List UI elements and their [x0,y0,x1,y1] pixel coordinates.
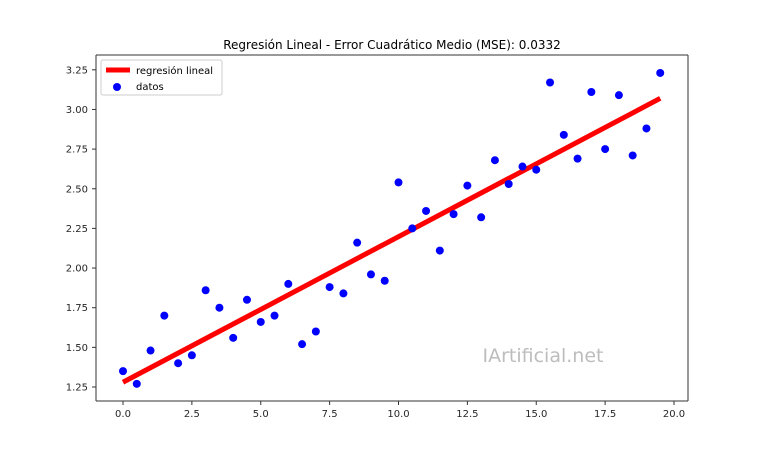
legend: regresión lineal datos [100,59,223,96]
legend-dot-swatch-icon [113,83,121,91]
data-point [601,145,610,154]
data-point [242,295,251,304]
x-tick-label: 20.0 [663,409,685,420]
x-tick-label: 12.5 [456,409,478,420]
data-point [353,238,362,247]
data-point [449,210,458,219]
data-point [339,289,348,298]
data-point [298,340,307,349]
series-layer [119,68,665,388]
chart-title: Regresión Lineal - Error Cuadrático Medi… [223,38,561,52]
y-tick-label: 2.50 [66,184,88,195]
data-point [532,165,541,174]
data-point [284,279,293,288]
data-point [187,351,196,360]
x-tick-label: 2.5 [184,409,200,420]
x-tick-label: 10.0 [387,409,409,420]
data-point [587,88,596,97]
legend-box [100,59,223,96]
data-point [132,379,141,388]
data-point [160,311,169,320]
data-point [490,156,499,165]
x-tick-label: 5.0 [253,409,269,420]
data-point [394,178,403,187]
x-tick-label: 7.5 [322,409,338,420]
data-point [146,346,155,355]
data-point [408,224,417,233]
y-axis: 1.25 1.50 1.75 2.00 2.25 2.50 2.75 3.00 3.25 [66,65,96,394]
data-point [215,303,224,312]
data-point [201,286,210,295]
data-point [546,78,555,87]
regression-line [121,96,662,385]
axes-spines [95,54,689,402]
legend-label-data: datos [136,82,164,93]
data-point [642,124,651,133]
data-point [380,276,389,285]
data-point [229,333,238,342]
y-tick-label: 3.25 [66,65,88,76]
y-tick-label: 1.25 [66,383,88,394]
legend-label-regression: regresión lineal [136,65,213,77]
data-point [422,206,431,215]
y-tick-label: 2.75 [66,145,88,156]
data-point [463,181,472,190]
y-tick-label: 3.00 [66,105,88,116]
data-point [573,154,582,163]
data-point [518,162,527,171]
data-point [256,317,265,326]
data-point [174,359,183,368]
x-tick-label: 15.0 [525,409,547,420]
data-point [656,68,665,77]
data-point [504,179,513,188]
data-point [270,311,279,320]
y-tick-label: 2.25 [66,224,88,235]
y-tick-label: 2.00 [66,264,88,275]
data-point [628,151,637,160]
y-tick-label: 1.75 [66,303,88,314]
data-point [614,91,623,100]
data-point [325,283,334,292]
data-point [435,246,444,255]
data-point [119,367,127,376]
x-axis: 0.0 2.5 5.0 7.5 10.0 12.5 15.0 17.5 20.0 [115,401,685,420]
data-point [311,327,320,336]
watermark-text: IArtificial.net [483,345,604,367]
data-point [366,270,375,279]
data-point [477,213,486,222]
x-tick-label: 17.5 [594,409,616,420]
data-point [559,130,568,139]
y-tick-label: 1.50 [66,343,88,354]
x-tick-label: 0.0 [115,409,131,420]
